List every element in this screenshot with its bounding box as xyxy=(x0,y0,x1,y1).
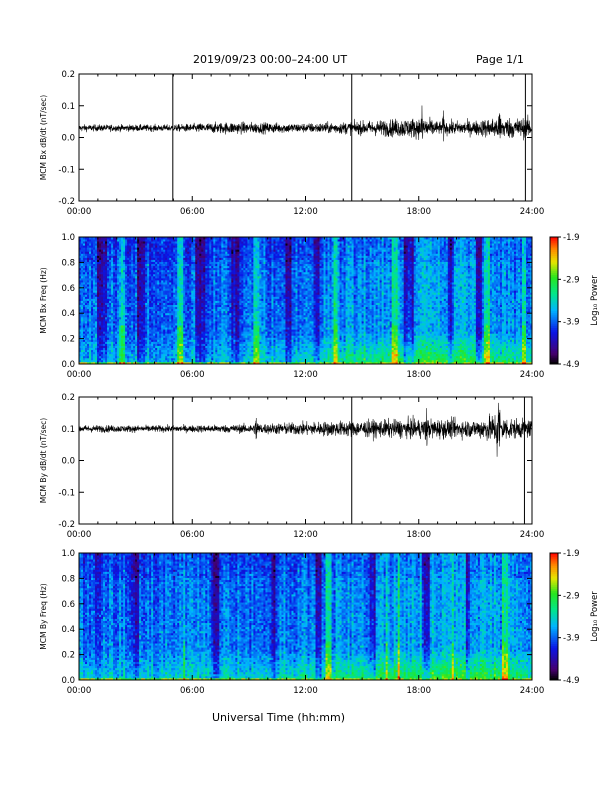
panel-bx-ts: 00:00 06:00 12:00 18:00 24:00 -0.2 -0.1 0.0 0.1 0… xyxy=(39,70,544,217)
x-tick-label: 12:00 xyxy=(293,207,318,217)
y-tick-label: 0.1 xyxy=(61,102,75,112)
series-line xyxy=(79,106,532,142)
x-tick-label: 06:00 xyxy=(180,207,205,217)
y-tick-label: -0.2 xyxy=(58,197,75,207)
x-tick-label: 24:00 xyxy=(520,207,545,217)
y-tick-label: -0.1 xyxy=(58,165,75,175)
x-tick-label: 18:00 xyxy=(407,207,432,217)
y-axis-title: MCM Bx dB/dt (nT/sec) xyxy=(39,95,48,180)
x-tick-label: 00:00 xyxy=(67,207,92,217)
y-tick-label: 0.0 xyxy=(61,134,75,144)
plot-frame xyxy=(79,74,532,201)
y-tick-label: 0.2 xyxy=(61,70,75,80)
heatmap-cells xyxy=(79,237,532,364)
